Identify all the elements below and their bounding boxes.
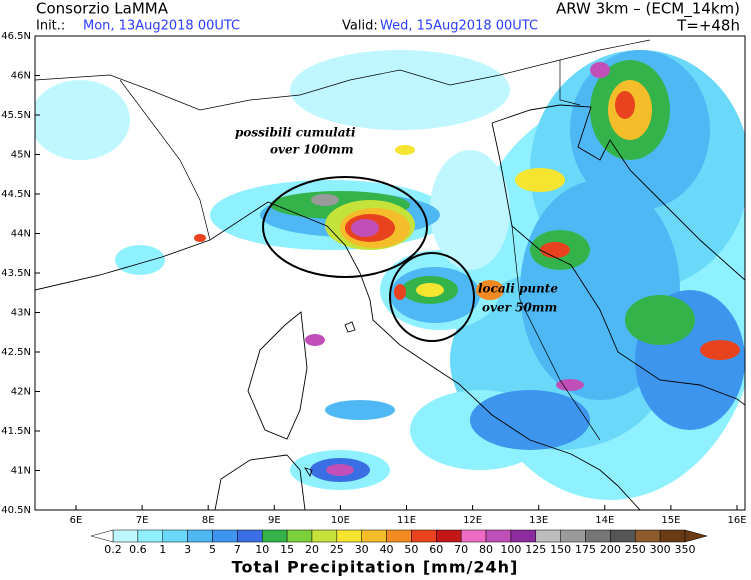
colorbar-swatch — [560, 529, 586, 543]
model-title: ARW 3km – (ECM_14km) — [556, 0, 740, 19]
colorbar-label: 125 — [525, 543, 546, 556]
lon-label: 16E — [727, 515, 746, 526]
colorbar-swatch — [162, 529, 188, 543]
colorbar-label: 1 — [159, 543, 166, 556]
lon-label: 10E — [331, 515, 350, 526]
colorbar-swatch — [237, 529, 263, 543]
lat-label: 45.5N — [1, 110, 31, 121]
colorbar-swatch — [510, 529, 537, 543]
lon-label: 9E — [268, 515, 281, 526]
annotation: locali punte — [478, 282, 558, 296]
colorbar-label: 80 — [479, 543, 493, 556]
lon-label: 12E — [463, 515, 482, 526]
lat-label: 42.5N — [1, 347, 31, 358]
annotation: over 100mm — [270, 143, 354, 157]
colorbar-swatch — [336, 529, 362, 543]
colorbar-label: 3 — [184, 543, 191, 556]
colorbar-label: 25 — [330, 543, 344, 556]
init-label: Init.: — [36, 19, 65, 34]
lon-label: 6E — [70, 515, 83, 526]
lon-label: 13E — [529, 515, 548, 526]
colorbar-label: 175 — [575, 543, 596, 556]
annotation: over 50mm — [482, 301, 557, 315]
highlight-ellipse — [389, 252, 475, 342]
lon-label: 15E — [661, 515, 680, 526]
colorbar-swatch — [311, 529, 338, 543]
colorbar-swatch — [610, 529, 636, 543]
colorbar-swatch — [386, 529, 412, 543]
colorbar-swatch — [535, 529, 561, 543]
lat-label: 40.5N — [1, 505, 31, 516]
lon-label: 14E — [595, 515, 614, 526]
colorbar-label: 7 — [234, 543, 241, 556]
colorbar-swatch — [112, 529, 139, 543]
lat-label: 44.5N — [1, 189, 31, 200]
colorbar-swatch — [436, 529, 462, 543]
colorbar-swatch — [286, 529, 313, 543]
lat-label: 41N — [11, 466, 31, 477]
precipitation-field — [35, 50, 745, 500]
highlight-ellipse — [262, 176, 428, 278]
colorbar-label: 50 — [404, 543, 418, 556]
lat-label: 42N — [11, 387, 31, 398]
colorbar-label: 0.6 — [129, 543, 147, 556]
colorbar-swatch — [411, 529, 437, 543]
colorbar-label: 300 — [650, 543, 671, 556]
colorbar-label: 100 — [500, 543, 521, 556]
coastlines — [35, 39, 745, 510]
lat-label: 43N — [11, 308, 31, 319]
colorbar-label: 15 — [280, 543, 294, 556]
init-value: Mon, 13Aug2018 00UTC — [83, 19, 240, 34]
colorbar-label: 200 — [600, 543, 621, 556]
lat-label: 45N — [11, 150, 31, 161]
colorbar-swatch — [635, 529, 661, 543]
lat-label: 46.5N — [1, 31, 31, 42]
colorbar-label: 0.2 — [104, 543, 122, 556]
colorbar-label: 40 — [380, 543, 394, 556]
lon-label: 11E — [397, 515, 416, 526]
colorbar: 0.2 0.6 1 3 5 7 10 15 20 25 30 40 50 60 70 80 100 125 150 1… — [90, 529, 708, 556]
valid-label: Valid: — [342, 19, 378, 34]
org-title: Consorzio LaMMA — [36, 0, 169, 18]
colorbar-label: 10 — [255, 543, 269, 556]
colorbar-swatch — [212, 529, 238, 543]
colorbar-label: 70 — [454, 543, 468, 556]
colorbar-label: 5 — [209, 543, 216, 556]
colorbar-swatch — [659, 529, 686, 543]
colorbar-swatch — [137, 529, 163, 543]
colorbar-swatch — [460, 529, 487, 543]
colorbar-label: 30 — [355, 543, 369, 556]
colorbar-swatch — [261, 529, 288, 543]
colorbar-title: Total Precipitation [mm/24h] — [232, 558, 519, 577]
lon-label: 8E — [202, 515, 215, 526]
colorbar-end — [90, 529, 114, 543]
colorbar-swatch — [485, 529, 512, 543]
axis-ticks: 46.5N 46N 45.5N 45N 44.5N 44N 43.5N 43N 42.5N 42N… — [1, 31, 746, 526]
colorbar-end — [684, 529, 708, 543]
lon-label: 7E — [136, 515, 149, 526]
colorbar-swatch — [585, 529, 611, 543]
annotation: possibili cumulati — [235, 126, 356, 140]
colorbar-label: 150 — [550, 543, 571, 556]
colorbar-label: 60 — [429, 543, 443, 556]
colorbar-label: 250 — [625, 543, 646, 556]
colorbar-swatch — [187, 529, 213, 543]
lat-label: 46N — [11, 71, 31, 82]
colorbar-swatch — [361, 529, 387, 543]
colorbar-label: 350 — [675, 543, 696, 556]
lat-label: 44N — [11, 229, 31, 240]
lat-label: 41.5N — [1, 426, 31, 437]
lead-time: T=+48h — [676, 17, 740, 35]
lat-label: 43.5N — [1, 268, 31, 279]
valid-value: Wed, 15Aug2018 00UTC — [380, 19, 538, 34]
colorbar-label: 20 — [305, 543, 319, 556]
